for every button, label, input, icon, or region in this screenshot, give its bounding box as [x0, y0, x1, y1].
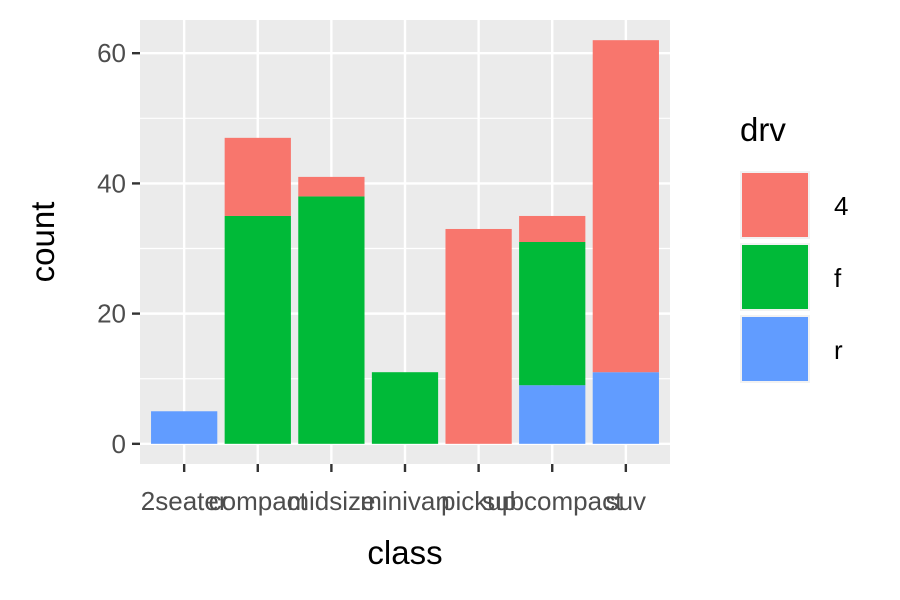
y-tick-label: 60 — [97, 38, 126, 68]
legend-label-f: f — [834, 263, 842, 293]
legend-label-4: 4 — [834, 191, 848, 221]
y-tick-label: 0 — [112, 429, 126, 459]
bar-minivan-f — [371, 372, 439, 444]
y-axis: 0 20 40 60 — [97, 38, 140, 459]
legend: drv 4 f r — [740, 111, 848, 383]
bar-subcompact-f — [519, 242, 586, 386]
x-tick-label: minivan — [360, 486, 450, 516]
bar-subcompact-r — [519, 385, 586, 444]
bar-subcompact-4 — [519, 215, 586, 242]
legend-title: drv — [740, 111, 786, 148]
x-tick-label: suv — [606, 486, 646, 516]
bars — [151, 40, 659, 444]
legend-label-r: r — [834, 335, 843, 365]
bar-2seater-r — [151, 411, 218, 444]
x-tick-label: compact — [209, 486, 308, 516]
bar-pickup-4 — [445, 228, 512, 444]
x-tick-label: 2seater — [141, 486, 228, 516]
y-tick-label: 20 — [97, 299, 126, 329]
bar-midsize-4 — [298, 176, 365, 197]
bar-midsize-f — [298, 196, 365, 444]
x-tick-label: midsize — [287, 486, 375, 516]
y-tick-label: 40 — [97, 168, 126, 198]
legend-swatch-f — [742, 245, 808, 309]
bar-suv-4 — [592, 40, 659, 373]
y-axis-title: count — [24, 202, 61, 283]
bar-suv-r — [592, 372, 659, 444]
x-tick-label: pickup — [441, 486, 516, 516]
legend-swatch-r — [742, 317, 808, 381]
x-axis: 2seatercompactmidsizeminivanpickupsubcom… — [141, 464, 646, 516]
bar-compact-f — [224, 215, 291, 444]
x-axis-title: class — [367, 534, 442, 571]
x-tick-label: subcompact — [482, 486, 623, 516]
legend-swatch-4 — [742, 173, 808, 237]
bar-compact-4 — [224, 137, 291, 216]
